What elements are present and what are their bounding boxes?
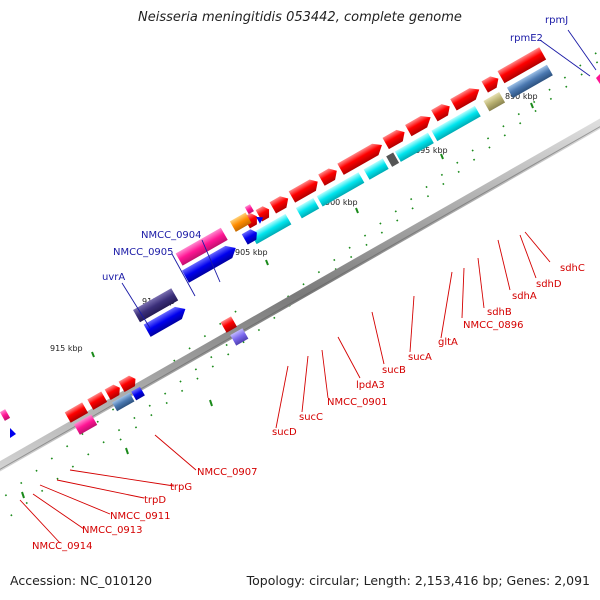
gene-sucB [318,168,337,186]
label-sucD: sucD [272,427,297,438]
rna-cyan-f [250,213,292,245]
label-sdhD: sdhD [536,279,562,290]
gene-steel-a [506,64,553,98]
scale-label-900: 900 kbp [325,198,358,207]
rna-cyan-e [295,198,320,219]
gene-NMCC_0905 [229,212,252,232]
rna-cyan-d [316,172,365,207]
gene-NMCC_0907 [220,316,237,333]
label-sucB: sucB [382,365,406,376]
inner-tick-track [0,59,600,502]
label-NMCC_0911: NMCC_0911 [110,511,171,522]
label-trpD: trpD [144,495,166,506]
label-NMCC_0913: NMCC_0913 [82,525,143,536]
gene-uvrA-blue [181,245,236,283]
leader-lines-blue [121,29,597,329]
gene-NMCC_0913 [64,402,89,423]
scale-label-890: 890 kbp [505,92,538,101]
gene-NMCC_0911 [87,391,108,410]
gene-NMCC_0905-b [241,229,257,245]
gene-navy [133,288,179,323]
rna-cyan-a [431,105,481,142]
gene-NMCC_0914 [73,414,98,435]
gene-sucC [255,206,270,222]
accession-text: Accession: NC_010120 [10,573,153,588]
label-sdhB: sdhB [487,307,512,318]
gene-sdhD [481,76,499,93]
label-NMCC_0904: NMCC_0904 [141,230,202,241]
reverse-genes [64,316,249,435]
gene-NMCC_0904-b [256,216,264,224]
label-sdhA: sdhA [512,291,537,302]
gene-sdhA [450,88,480,111]
label-NMCC_0896: NMCC_0896 [463,320,524,331]
label-NMCC_0914: NMCC_0914 [32,541,93,552]
label-lpdA3: lpdA3 [356,380,385,391]
rna-cyan-c [363,158,389,180]
label-NMCC_0907: NMCC_0907 [197,467,258,478]
label-sucA: sucA [408,352,432,363]
label-uvrA: uvrA [102,272,125,283]
gene-lpdA3 [288,179,318,203]
gene-trpD [104,384,120,400]
label-NMCC_0901: NMCC_0901 [327,397,388,408]
gene-sdhB [431,104,450,122]
gene-NMCC_0904 [244,204,254,215]
gene-blue-left [143,306,186,337]
gene-NMCC_0896 [405,116,431,137]
label-sucC: sucC [299,412,323,423]
gene-gltA [382,129,405,150]
label-trpG: trpG [170,482,192,493]
scale-ticks [21,102,534,499]
label-sdhC: sdhC [560,263,585,274]
label-gltA: gltA [438,337,458,348]
genome-backbone [0,118,600,472]
rna-dark [386,152,400,167]
rna-cyan-b [394,132,434,162]
scale-label-905: 905 kbp [235,248,268,257]
label-rpmE2: rpmE2 [510,33,543,44]
forward-genes [243,47,553,245]
gene-steel-b [112,392,135,412]
gene-trpG [118,375,136,393]
gene-blue-small [131,386,145,401]
marker-rpmJ [596,74,600,84]
left-upper-genes [133,204,264,337]
left-edge-genes [0,409,16,438]
gene-uvrA [175,227,228,266]
genome-summary-text: Topology: circular; Length: 2,153,416 bp… [246,573,590,588]
label-rpmJ: rpmJ [545,15,568,26]
gene-sdhC [497,47,547,84]
map-title: Neisseria meningitidis 053442, complete … [138,10,462,25]
gene-labels: rpmJ rpmE2 sdhC sdhD sdhA sdhB NMCC_0896… [32,15,585,552]
scale-label-895: 895 kbp [415,146,448,155]
gene-NMCC_0901 [269,196,289,214]
label-NMCC_0905: NMCC_0905 [113,247,174,258]
gene-sucA [337,143,382,175]
gene-NMCC_0907-b [230,328,249,346]
gene-olive [483,92,506,112]
scale-label-915: 915 kbp [50,344,83,353]
scale-labels: 890 kbp 895 kbp 900 kbp 905 kbp 910 kbp … [50,92,538,353]
leader-lines-red [19,231,551,544]
